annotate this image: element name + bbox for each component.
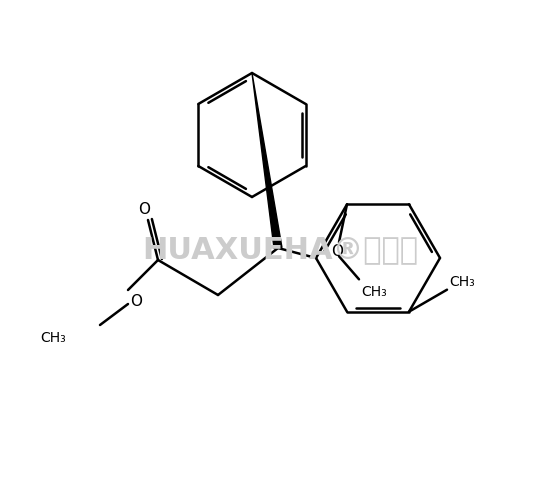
Text: CH₃: CH₃ (361, 285, 387, 299)
Text: CH₃: CH₃ (449, 275, 475, 289)
Text: HUAXUEHA®化学加: HUAXUEHA®化学加 (142, 236, 418, 264)
Polygon shape (252, 73, 282, 248)
Text: O: O (130, 294, 142, 309)
Text: O: O (138, 202, 150, 217)
Text: O: O (331, 245, 343, 259)
Text: CH₃: CH₃ (40, 331, 66, 345)
